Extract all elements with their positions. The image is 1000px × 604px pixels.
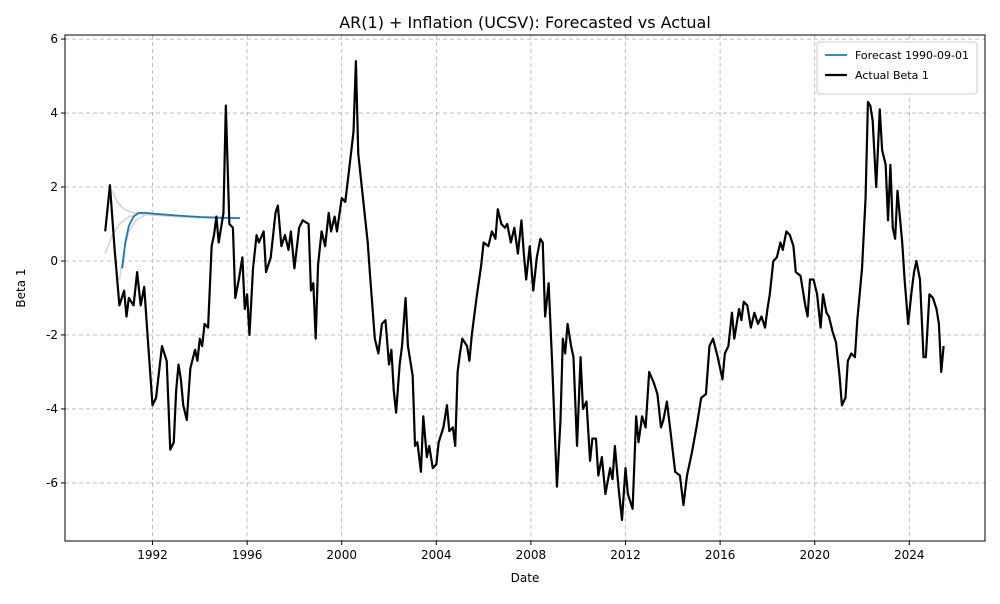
- y-tick-label: 6: [50, 32, 58, 46]
- legend-box: [816, 41, 978, 95]
- y-tick-label: 0: [50, 254, 58, 268]
- y-tick-label: 4: [50, 106, 58, 120]
- x-tick-label: 2024: [894, 548, 925, 562]
- y-tick-label: -6: [46, 476, 58, 490]
- y-axis-label: Beta 1: [14, 268, 28, 307]
- x-tick-label: 2020: [799, 548, 830, 562]
- x-tick-label: 2004: [421, 548, 452, 562]
- x-tick-label: 2008: [516, 548, 547, 562]
- x-axis-label: Date: [511, 571, 540, 585]
- y-tick-label: -4: [46, 402, 58, 416]
- plot-frame: [64, 34, 986, 542]
- x-tick-label: 1996: [232, 548, 263, 562]
- chart-title: AR(1) + Inflation (UCSV): Forecasted vs …: [339, 13, 711, 32]
- legend-label: Actual Beta 1: [855, 69, 929, 82]
- x-tick-label: 2000: [326, 548, 357, 562]
- series-line: [104, 60, 945, 522]
- series-line: [121, 212, 241, 269]
- x-tick-label: 2012: [610, 548, 641, 562]
- plot-area: [104, 60, 945, 522]
- y-tick-label: 2: [50, 180, 58, 194]
- x-tick-label: 2016: [705, 548, 736, 562]
- legend-label: Forecast 1990-09-01: [855, 49, 969, 62]
- x-tick-label: 1992: [137, 548, 168, 562]
- y-tick-label: -2: [46, 328, 58, 342]
